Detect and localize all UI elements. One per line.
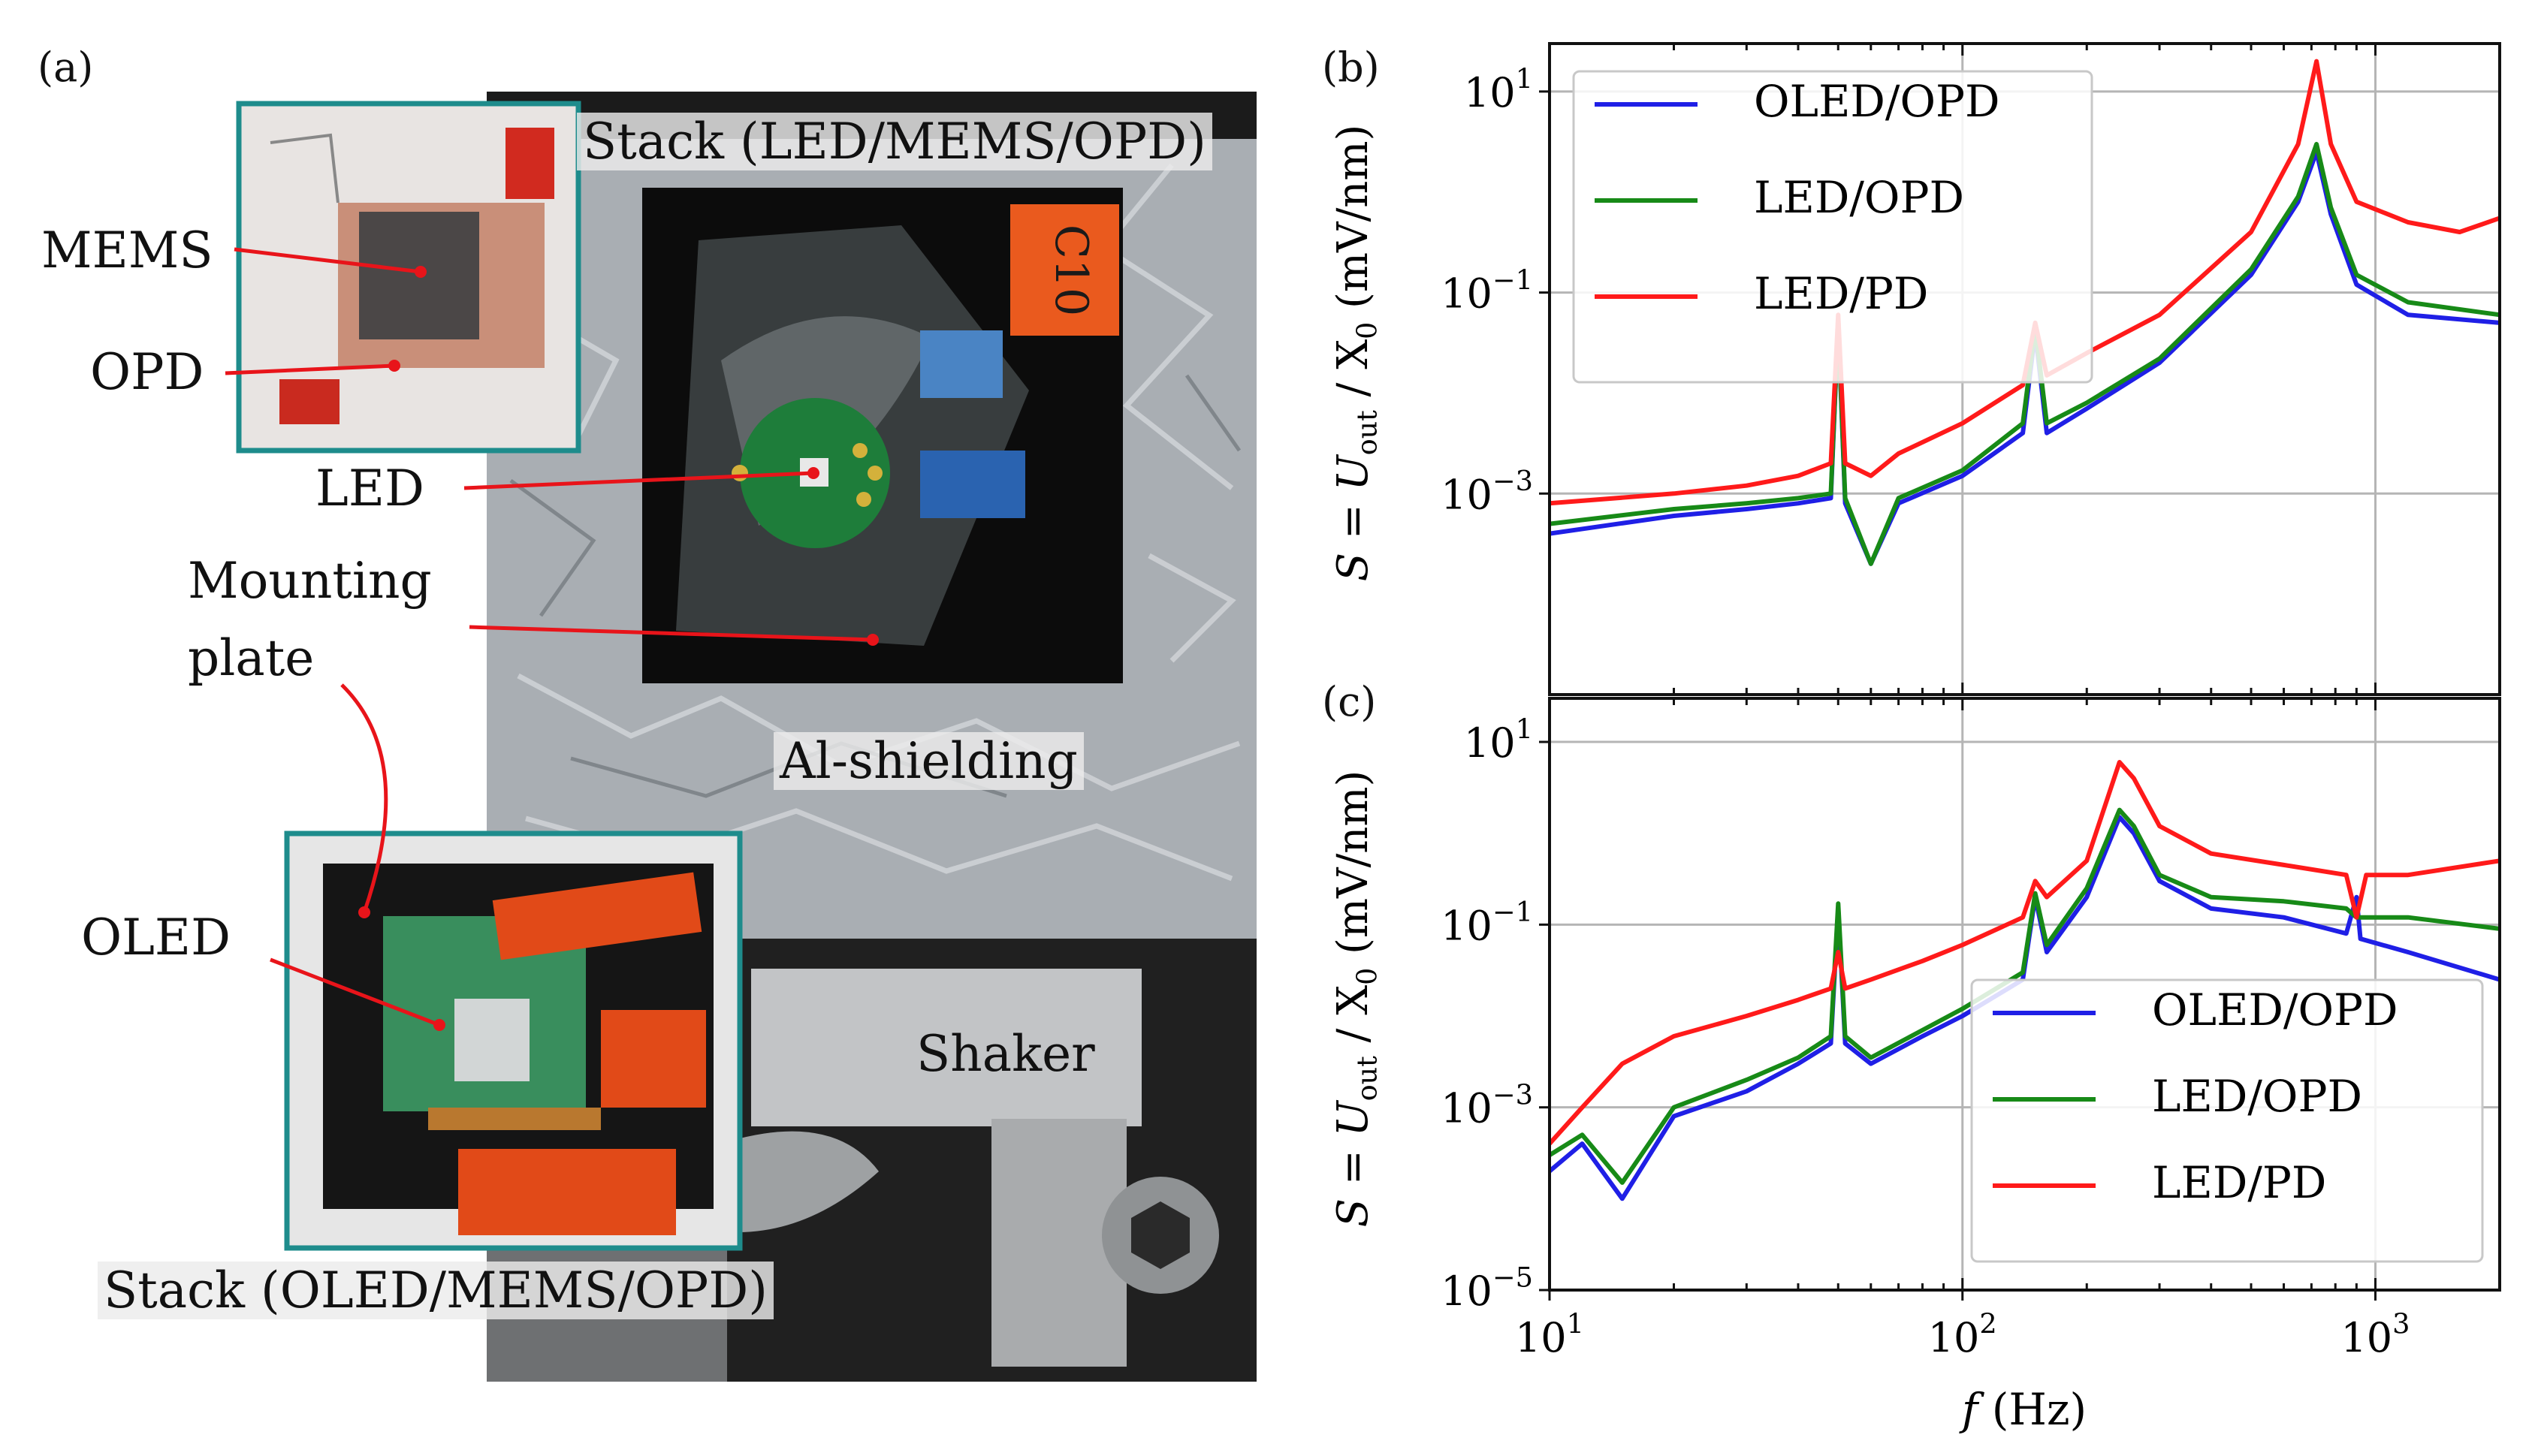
photo: C10	[225, 92, 1257, 1382]
label-mems: MEMS	[41, 222, 213, 279]
label-mounting-line1: Mounting	[188, 552, 432, 610]
shaker-block	[751, 969, 1142, 1126]
label-shaker: Shaker	[916, 1025, 1095, 1083]
annotation-lines	[225, 247, 874, 1027]
y-tick-label: 10−3	[1441, 465, 1533, 518]
x-tick-label: 102	[1928, 1308, 1997, 1361]
label-al-shielding: Al-shielding	[774, 732, 1084, 790]
legend-box	[1970, 978, 2484, 1263]
y-tick-label: 10−1	[1441, 896, 1533, 949]
legend: OLED/OPD LED/OPD LED/PD	[1572, 70, 2093, 384]
legend-label: OLED/OPD	[1754, 76, 2000, 127]
y-axis-label: S = Uout / X0 (mV/nm)	[1329, 125, 1383, 582]
inset-bottom	[284, 830, 743, 1251]
panel-c-label: (c)	[1322, 678, 1377, 725]
legend-label: LED/OPD	[1754, 172, 1964, 223]
series-line-led-opd	[1550, 807, 2500, 1185]
y-tick-label: 10−1	[1441, 264, 1533, 317]
legend-label: OLED/OPD	[2152, 984, 2398, 1035]
label-mounting-line2: plate	[188, 629, 315, 687]
legend-label: LED/PD	[1754, 268, 1928, 319]
orange-tape	[1010, 204, 1119, 336]
tick-marks	[1539, 44, 2501, 695]
label-oled: OLED	[81, 909, 231, 966]
y-tick-label: 101	[1464, 713, 1533, 767]
y-tick-label: 10−5	[1441, 1262, 1533, 1315]
label-opd: OPD	[90, 343, 204, 401]
x-tick-label: 103	[2340, 1308, 2410, 1361]
plot-frame	[1548, 697, 2501, 1292]
plot-frame	[1548, 42, 2501, 696]
legend-label: LED/OPD	[2152, 1071, 2362, 1122]
y-tick-label: 10−3	[1441, 1078, 1533, 1132]
handwriting: C10	[1045, 225, 1097, 316]
inset-top	[236, 101, 581, 454]
label-stack-bottom: Stack (OLED/MEMS/OPD)	[98, 1262, 774, 1319]
legend-label: LED/PD	[2152, 1157, 2326, 1208]
legend: OLED/OPD LED/OPD LED/PD	[1970, 978, 2484, 1263]
series-line-led-pd	[1550, 760, 2500, 1146]
label-led: LED	[315, 460, 424, 517]
panel-b-label: (b)	[1322, 44, 1380, 91]
x-tick-label: 101	[1515, 1308, 1584, 1361]
chart-b: 101 10−1 10−3 OLED/OPD LED/OPD LED/PD S = Uout…	[1329, 42, 2501, 696]
panel-a-label: (a)	[38, 44, 94, 91]
tick-marks	[1539, 698, 2501, 1301]
label-stack-top: Stack (LED/MEMS/OPD)	[577, 113, 1212, 170]
x-axis-label: f (Hz)	[1959, 1384, 2087, 1435]
legend-box	[1572, 70, 2093, 384]
y-tick-label: 101	[1464, 63, 1533, 116]
y-axis-label: S = Uout / X0 (mV/nm)	[1329, 770, 1383, 1228]
